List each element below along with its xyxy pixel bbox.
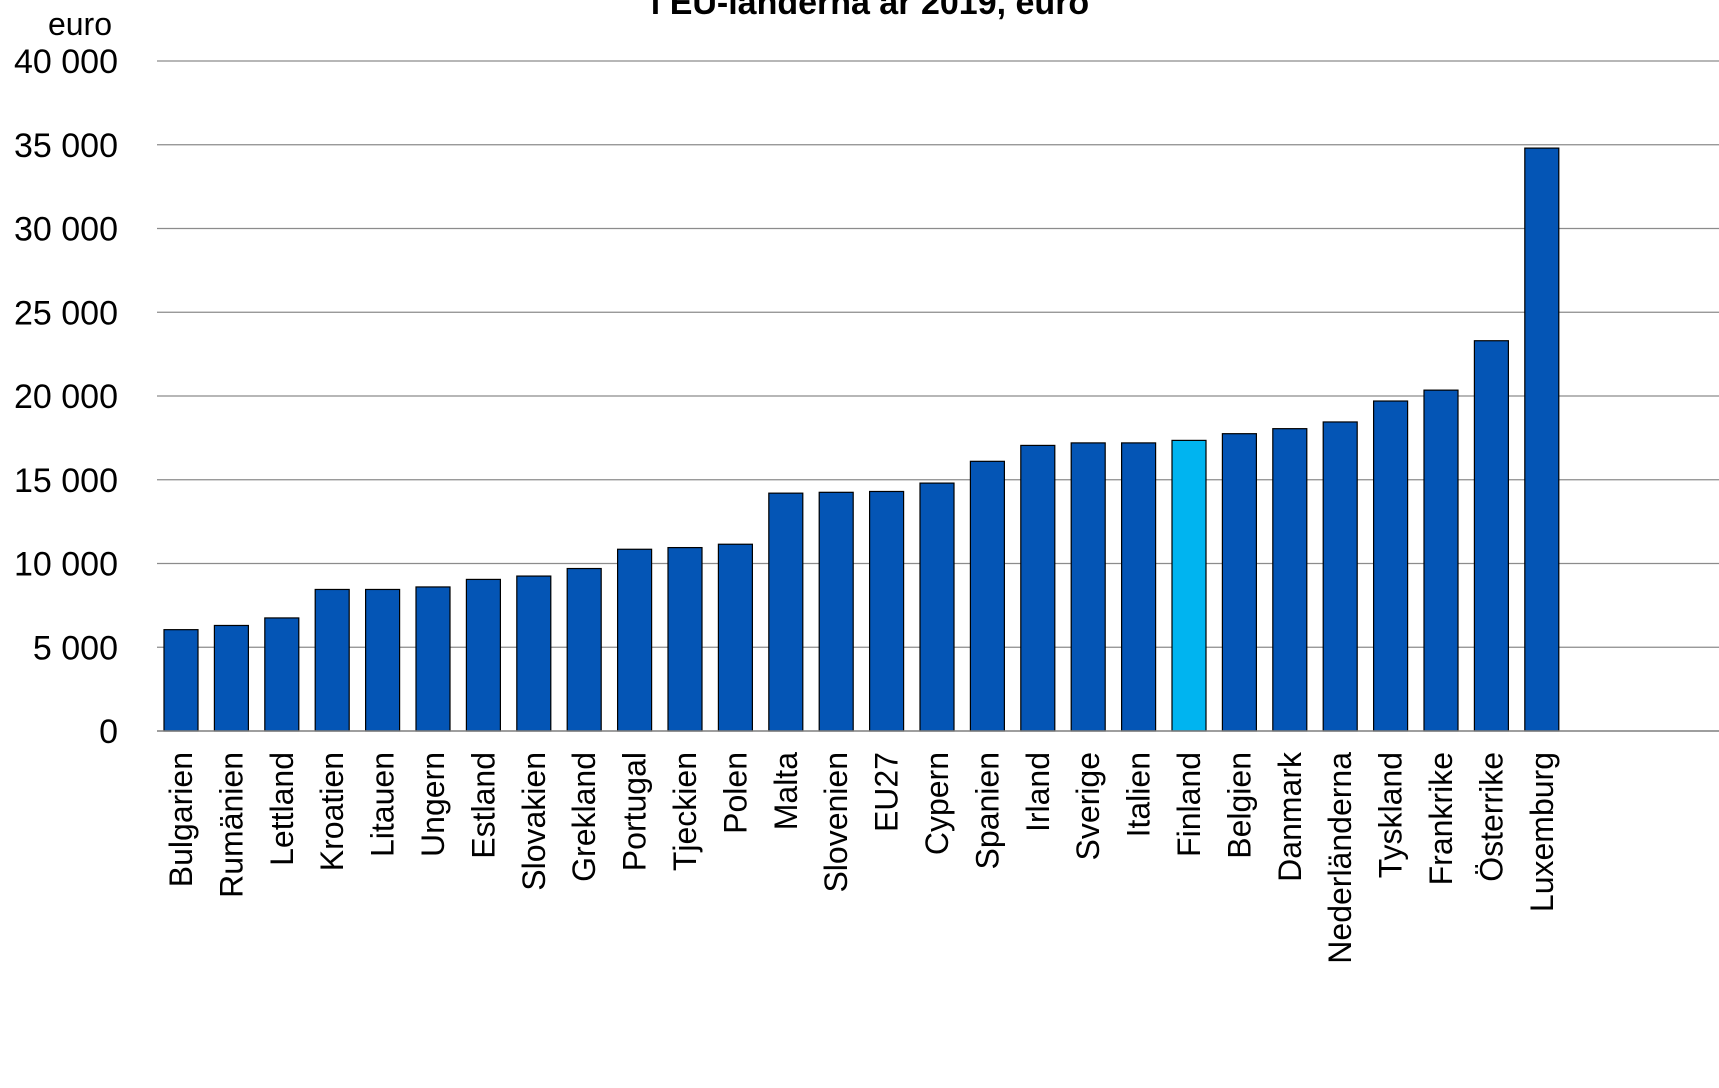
bar-eu27 [868,490,905,732]
bar-irland [1020,444,1056,732]
gridlines [157,60,1719,648]
bar-slovakien [516,575,552,732]
x-tick-label: Nederländerna [1322,752,1358,964]
y-tick-label: 0 [99,713,118,751]
x-tick-label: Slovenien [818,752,854,893]
bar-polen [717,543,754,732]
x-axis-labels: Bulgarien Rumänien Lettland Kroatien Litauen… [163,751,1560,964]
bar-litauen [365,588,401,732]
bar-danmark [1272,428,1308,732]
x-tick-label: Italien [1121,752,1157,837]
bar-slovenien [818,491,854,732]
bar-finland [1171,439,1207,732]
x-tick-label: Irland [1020,752,1056,832]
x-tick-label: Rumänien [213,752,249,898]
y-tick-label: 35 000 [14,127,118,165]
x-tick-label: Polen [717,752,753,834]
x-tick-label: Ungern [415,752,451,857]
x-tick-label: Finland [1171,752,1207,857]
bar-österrike [1473,340,1510,732]
x-tick-label: Danmark [1272,751,1308,882]
x-tick-label: Cypern [919,752,955,855]
bar-cypern [919,482,955,732]
bar-sverige [1070,442,1106,732]
bar-rumänien [213,624,249,732]
y-tick-label: 25 000 [14,294,118,332]
x-tick-label: Kroatien [314,752,350,871]
y-tick-label: 10 000 [14,546,118,584]
x-tick-label: Grekland [566,752,602,882]
x-tick-label: Litauen [365,752,401,857]
bar-tyskland [1372,400,1409,732]
x-tick-label: EU27 [869,752,905,832]
y-tick-label: 20 000 [14,378,118,416]
bar-bulgarien [163,629,199,732]
x-tick-label: Sverige [1070,752,1106,861]
bar-grekland [566,567,602,732]
x-tick-label: Spanien [969,752,1005,869]
y-axis-unit-label: euro [48,6,112,42]
bar-luxemburg [1524,147,1560,732]
bar-nederländerna [1322,421,1358,732]
x-tick-label: Belgien [1221,752,1257,859]
y-tick-label: 5 000 [33,629,118,667]
x-tick-label: Portugal [617,752,653,871]
x-tick-label: Luxemburg [1524,752,1560,912]
x-tick-label: Lettland [264,752,300,866]
x-tick-label: Tjeckien [667,752,703,871]
x-tick-label: Estland [465,752,501,859]
bar-lettland [264,617,300,732]
bar-ungern [415,586,451,732]
bars [163,147,1560,732]
bar-frankrike [1423,389,1459,732]
y-tick-label: 40 000 [14,43,118,81]
bar-spanien [969,460,1006,732]
bar-estland [465,578,501,732]
x-tick-label: Slovakien [516,752,552,891]
bar-tjeckien [667,546,703,732]
bar-italien [1120,442,1157,732]
x-tick-label: Malta [768,752,804,830]
x-tick-label: Frankrike [1423,752,1459,885]
y-tick-label: 30 000 [14,211,118,249]
x-tick-label: Tyskland [1373,752,1409,878]
bar-kroatien [314,588,350,732]
x-tick-label: Bulgarien [163,752,199,887]
y-tick-label: 15 000 [14,462,118,500]
chart-title: i EU-länderna år 2019, euro [651,0,1089,22]
bar-belgien [1221,433,1258,732]
y-axis-ticks: 0 5 000 10 000 15 000 20 000 25 000 30 000 35 0… [14,43,118,751]
bar-malta [768,492,804,732]
bar-portugal [616,548,653,732]
x-tick-label: Österrike [1473,752,1509,882]
